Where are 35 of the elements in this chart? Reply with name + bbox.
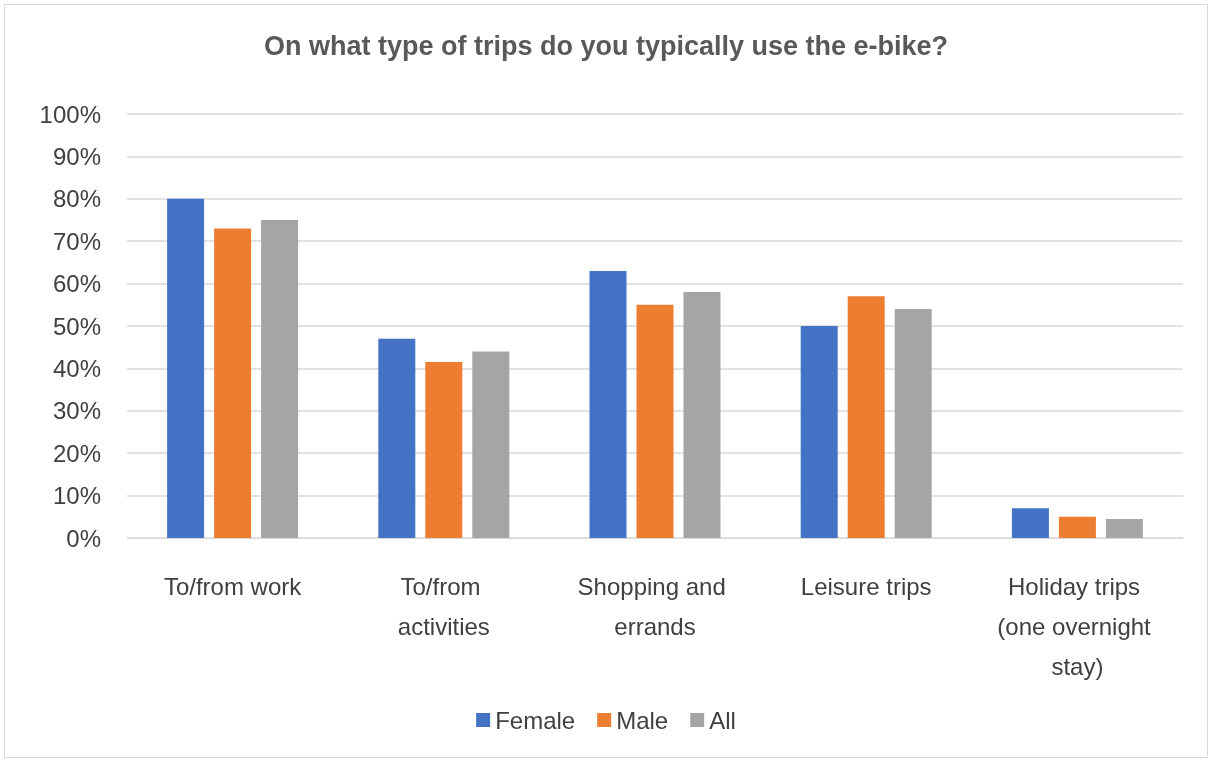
bar xyxy=(1105,518,1143,538)
bar xyxy=(589,270,627,538)
legend-label: All xyxy=(709,706,736,734)
y-tick-label: 0% xyxy=(66,524,101,552)
y-tick-label: 70% xyxy=(52,227,101,255)
bar xyxy=(261,220,299,538)
y-tick-label: 80% xyxy=(52,185,101,213)
legend-label: Female xyxy=(495,706,576,734)
bar xyxy=(1011,508,1049,538)
y-tick-label: 40% xyxy=(52,354,101,382)
x-tick-label: To/from work xyxy=(163,572,303,600)
x-tick-label: Leisure trips xyxy=(800,572,932,600)
y-tick-label: 60% xyxy=(52,270,101,298)
y-tick-label: 90% xyxy=(52,142,101,170)
chart-title: On what type of trips do you typically use the e-bike? xyxy=(263,30,949,61)
bar xyxy=(378,338,416,538)
bar xyxy=(894,309,932,538)
bar xyxy=(800,326,838,538)
y-tick-label: 30% xyxy=(52,397,101,425)
x-tick-label: Shopping and errands xyxy=(577,572,733,640)
bar xyxy=(847,296,885,538)
bar xyxy=(1058,516,1096,538)
bar xyxy=(425,362,463,538)
bar xyxy=(636,304,674,538)
x-tick-label: To/from activities xyxy=(397,572,490,640)
legend-label: Male xyxy=(616,706,669,734)
y-tick-label: 20% xyxy=(52,439,101,467)
y-tick-label: 10% xyxy=(52,482,101,510)
bar xyxy=(683,292,721,538)
y-tick-label: 100% xyxy=(39,100,101,128)
bar xyxy=(472,351,510,538)
y-tick-label: 50% xyxy=(52,312,101,340)
bar xyxy=(167,198,205,538)
bar xyxy=(214,228,252,538)
x-tick-label: Holiday trips (one overnight stay) xyxy=(997,572,1158,680)
